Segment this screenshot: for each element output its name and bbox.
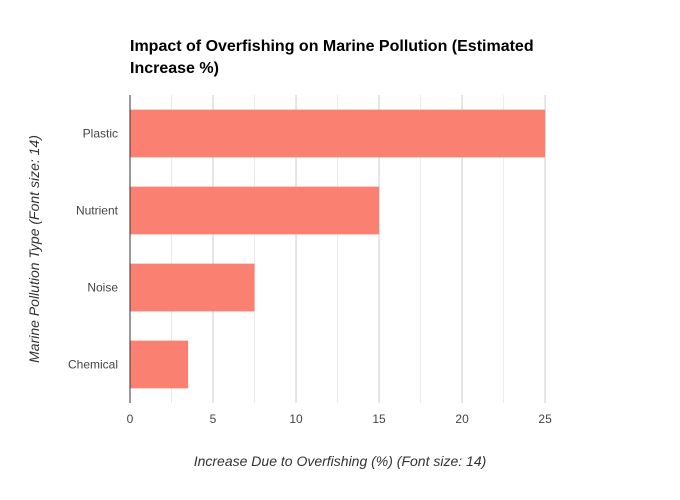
y-tick-label: Chemical <box>68 358 118 372</box>
bars <box>130 109 546 389</box>
y-tick-label: Noise <box>87 281 118 295</box>
bar-noise <box>130 263 255 312</box>
bar-nutrient <box>130 186 380 235</box>
y-tick-label: Nutrient <box>76 204 119 218</box>
x-tick-label: 10 <box>289 412 303 426</box>
x-tick-label: 25 <box>538 412 552 426</box>
bar-plastic <box>130 109 546 158</box>
x-axis-title: Increase Due to Overfishing (%) (Font si… <box>194 453 487 469</box>
chart-title-line-1: Impact of Overfishing on Marine Pollutio… <box>130 38 534 55</box>
x-tick-label: 15 <box>372 412 386 426</box>
y-tick-labels: Plastic Nutrient Noise Chemical <box>68 127 119 372</box>
y-tick-label: Plastic <box>83 127 118 141</box>
x-tick-labels: 0 5 10 15 20 25 <box>127 412 552 426</box>
y-axis-title: Marine Pollution Type (Font size: 14) <box>26 135 42 363</box>
x-tick-label: 20 <box>455 412 469 426</box>
bar-chemical <box>130 340 189 389</box>
x-tick-label: 5 <box>210 412 217 426</box>
chart-title-line-2: Increase %) <box>130 60 219 77</box>
x-tick-label: 0 <box>127 412 134 426</box>
